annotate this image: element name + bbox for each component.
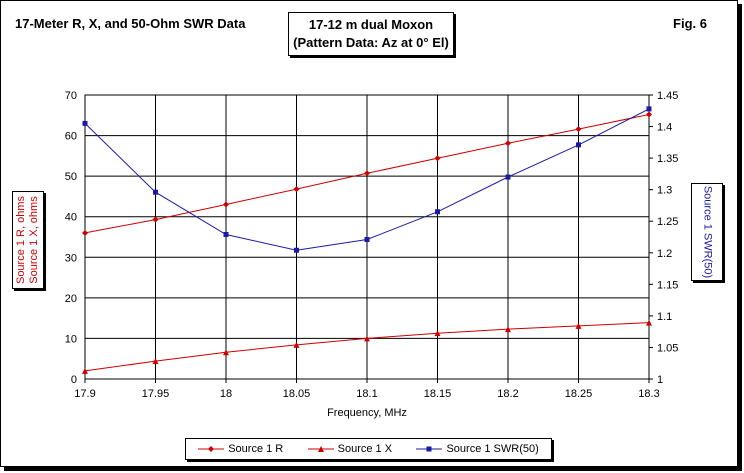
y-left-tick-label: 0 — [71, 374, 77, 386]
x-tick-label: 18.15 — [424, 388, 452, 400]
legend-marker-triangle — [307, 446, 334, 452]
data-point-square — [435, 209, 440, 215]
y-left-tick-label: 60 — [65, 131, 77, 143]
data-point-triangle — [505, 326, 511, 333]
tick-labels: 0 10 20 30 40 50 60 70 1 1.05 1.1 1.15 1.2 1.25 1.3 1.3… — [65, 90, 679, 400]
legend: Source 1 R Source 1 X Source 1 SWR(50) — [185, 438, 552, 460]
left-y-axis-title-box: Source 1 R, ohms Source 1 X, ohms — [12, 191, 44, 289]
chart-frame: 17-Meter R, X, and 50-Ohm SWR Data 17-12… — [0, 0, 738, 467]
x-tick-label: 18.3 — [638, 388, 659, 400]
legend-item-r: Source 1 R — [198, 443, 283, 455]
data-point-diamond — [505, 140, 511, 147]
y-right-tick-label: 1.25 — [657, 216, 678, 228]
legend-label-swr: Source 1 SWR(50) — [446, 443, 539, 455]
left-y-axis-title: Source 1 R, ohms Source 1 X, ohms — [15, 196, 41, 284]
data-point-square — [294, 247, 299, 253]
x-tick-label: 18.1 — [356, 388, 377, 400]
data-point-diamond — [82, 229, 88, 236]
y-left-tick-label: 70 — [65, 90, 77, 102]
data-point-triangle — [434, 330, 441, 337]
chart-subtitle: (Pattern Data: Az at 0° El) — [293, 35, 449, 50]
y-left-tick-label: 10 — [65, 333, 77, 345]
series-layer — [82, 106, 652, 374]
grid-lines — [84, 94, 653, 383]
y-left-tick-label: 20 — [65, 293, 77, 305]
legend-marker-square — [416, 446, 443, 452]
data-point-triangle — [293, 341, 300, 348]
data-point-square — [364, 237, 370, 243]
left-y-axis-title-line1: Source 1 R, ohms — [15, 195, 27, 285]
x-tick-label: 18.25 — [565, 388, 593, 400]
chart-title: 17-12 m dual Moxon — [308, 17, 434, 32]
left-y-axis-title-line2: Source 1 X, ohms — [28, 196, 40, 284]
y-right-tick-label: 1 — [657, 374, 663, 386]
data-point-triangle — [646, 319, 652, 326]
x-tick-label: 18.2 — [497, 388, 518, 400]
x-axis-title: Frequency, MHz — [327, 407, 407, 419]
legend-marker-diamond — [198, 446, 225, 452]
data-point-diamond — [152, 216, 159, 223]
y-left-tick-label: 30 — [65, 252, 77, 264]
right-y-axis-title-box: Source 1 SWR(50) — [691, 183, 723, 281]
data-point-diamond — [364, 170, 370, 177]
plot-area: 0 10 20 30 40 50 60 70 1 1.05 1.1 1.15 1.2 1.25 1.3 1.3… — [65, 90, 679, 419]
x-tick-label: 17.95 — [142, 388, 170, 400]
legend-item-swr: Source 1 SWR(50) — [416, 443, 539, 455]
y-right-tick-label: 1.45 — [657, 90, 678, 102]
y-right-tick-label: 1.2 — [657, 248, 672, 260]
figure-label: Fig. 6 — [673, 16, 707, 31]
y-right-tick-label: 1.15 — [657, 279, 678, 291]
data-point-triangle — [364, 335, 370, 342]
data-point-triangle — [152, 358, 159, 365]
data-point-triangle — [575, 322, 582, 329]
right-y-axis-title: Source 1 SWR(50) — [701, 185, 714, 279]
data-point-diamond — [223, 201, 229, 208]
x-tick-label: 17.9 — [74, 388, 95, 400]
chart-left-title: 17-Meter R, X, and 50-Ohm SWR Data — [15, 16, 246, 31]
y-right-tick-label: 1.3 — [657, 185, 672, 197]
data-point-square — [153, 189, 158, 195]
data-point-square — [82, 120, 88, 126]
x-tick-label: 18.05 — [283, 388, 311, 400]
data-point-diamond — [434, 155, 441, 162]
legend-label-x: Source 1 X — [337, 443, 393, 455]
legend-label-r: Source 1 R — [228, 443, 284, 455]
data-point-diamond — [646, 111, 652, 118]
data-point-square — [223, 231, 229, 237]
data-point-square — [646, 106, 652, 112]
data-point-square — [576, 142, 581, 148]
data-point-diamond — [575, 126, 582, 133]
data-point-triangle — [82, 367, 88, 374]
y-right-tick-label: 1.05 — [657, 342, 678, 354]
y-right-tick-label: 1.1 — [657, 311, 672, 323]
data-point-triangle — [223, 349, 229, 356]
x-tick-label: 18 — [220, 388, 232, 400]
data-point-square — [505, 174, 511, 180]
y-left-tick-label: 50 — [65, 171, 77, 183]
chart-title-box: 17-12 m dual Moxon (Pattern Data: Az at … — [288, 12, 454, 56]
y-left-tick-label: 40 — [65, 212, 77, 224]
y-right-tick-label: 1.4 — [657, 122, 672, 134]
data-point-diamond — [293, 186, 300, 193]
y-right-tick-label: 1.35 — [657, 153, 678, 165]
legend-item-x: Source 1 X — [307, 443, 393, 455]
